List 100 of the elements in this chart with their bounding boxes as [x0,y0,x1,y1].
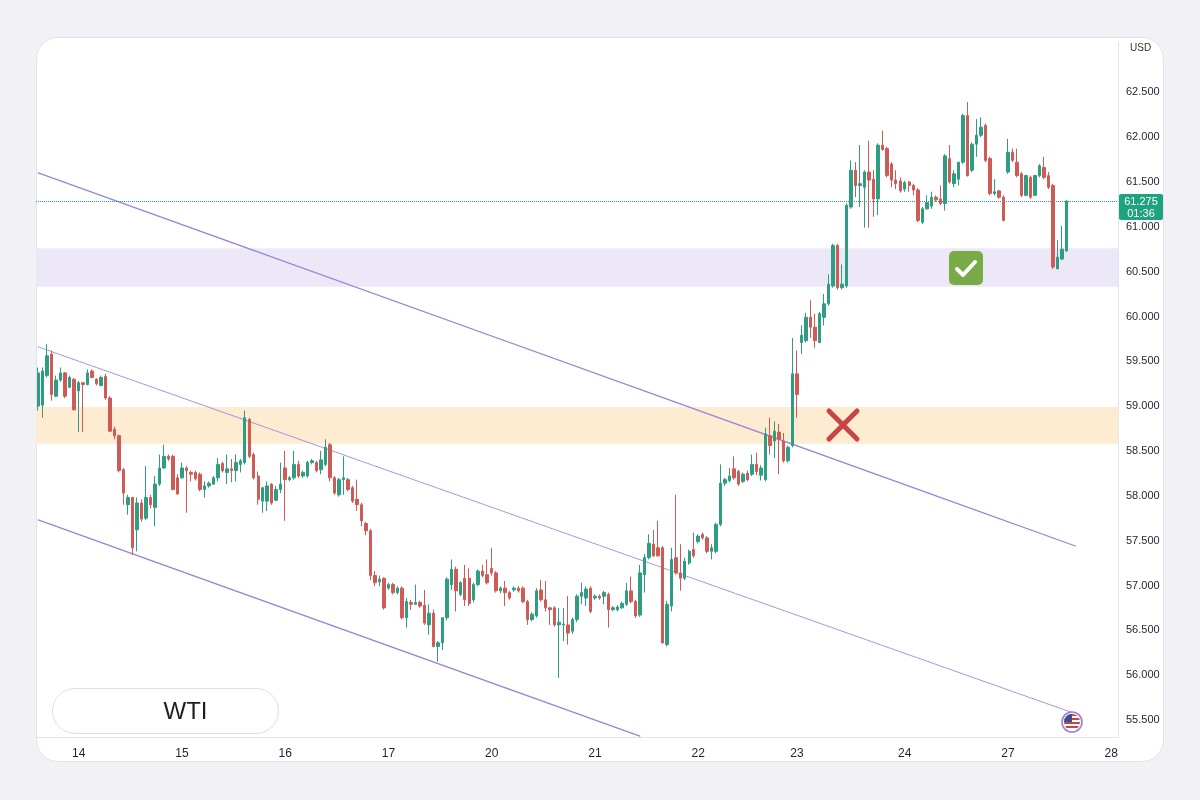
candlestick [77,380,80,433]
candlestick [557,607,561,679]
candlestick [966,101,969,178]
candlestick [230,458,233,483]
candlestick [777,423,781,475]
candlestick [95,377,98,386]
candlestick [485,558,489,586]
y-axis-title: USD [1130,42,1152,53]
candlestick [750,454,754,477]
x-tick-label: 23 [790,746,804,760]
candlestick [688,549,691,566]
candlestick [270,482,273,506]
candlestick [50,349,53,402]
candlestick [903,180,906,193]
candlestick [705,535,709,554]
candlestick [1011,148,1014,163]
y-tick-label: 59.000 [1126,399,1160,412]
candlestick [396,585,399,595]
candlestick [899,176,902,194]
candlestick [786,445,790,464]
x-tick-label: 17 [381,746,396,760]
y-tick-label: 56.000 [1126,668,1160,681]
candlestick [99,375,103,387]
y-tick-label: 60.500 [1126,264,1160,277]
candlestick [81,381,85,433]
candlestick [499,585,502,595]
candlestick [409,599,413,611]
candlestick [468,567,471,607]
candlestick [432,609,435,648]
candlestick [593,593,597,601]
candlestick [463,564,466,607]
x-tick-label: 21 [588,746,602,760]
candlestick [755,452,758,476]
candlestick [171,454,175,491]
candlestick [185,465,188,514]
candlestick [741,471,745,484]
candlestick [854,161,857,198]
candlestick [611,605,615,612]
x-tick-label: 24 [898,746,912,760]
y-tick-label: 58.000 [1126,488,1160,501]
candlestick [378,575,381,587]
candlestick [400,585,404,621]
candlestick [459,580,462,597]
x-tick-label: 15 [175,746,189,760]
candlestick [836,243,839,291]
x-tick-label: 22 [691,746,706,760]
candlestick [692,532,695,559]
candlestick [405,597,408,629]
candlestick [135,497,139,552]
x-tick-label: 27 [1001,746,1015,760]
candlestick [1024,174,1028,197]
ref-line-label: 61.275 [1123,195,1159,208]
candlestick [602,590,606,605]
candlestick [126,494,130,516]
candlestick [387,582,390,591]
candlestick [216,457,220,482]
candlestick [265,480,269,512]
candlestick [292,450,296,481]
candlestick [876,142,880,216]
candlestick [414,584,417,606]
candlestick [86,368,89,386]
candlestick [144,465,148,521]
candlestick [283,450,287,522]
y-tick-label: 55.500 [1126,713,1160,726]
candlestick [795,349,799,419]
candlestick [503,580,507,607]
x-tick-label: 20 [485,746,499,760]
candlestick [427,603,431,636]
candlestick [90,368,94,379]
candlestick [68,375,71,389]
candlestick [746,470,749,482]
candlestick [382,576,386,611]
y-tick-label: 61.500 [1126,175,1160,187]
candlestick [867,140,871,229]
candlestick [234,454,238,482]
candlestick [297,460,300,479]
y-tick-label: 60.000 [1126,309,1160,322]
y-tick-label: 61.000 [1126,219,1160,232]
y-tick-label: 62.000 [1126,130,1160,143]
candlestick [993,178,996,196]
candlestick [566,595,570,646]
candlestick [140,498,143,523]
text: WTI [162,696,209,726]
candlestick [257,471,260,506]
candlestick [131,496,134,556]
candlestick [63,371,67,399]
candlestick [225,454,229,485]
candlestick [589,585,592,614]
y-tick-label: 56.500 [1126,623,1160,636]
candlestick [948,144,951,185]
y-tick-label: 59.500 [1126,354,1160,367]
candlestick [149,494,152,509]
y-tick-label: 58.500 [1126,444,1160,457]
candlestick [773,420,776,459]
candlestick [791,337,794,448]
candlestick [598,593,601,601]
candlestick [943,153,947,212]
candlestick [221,461,224,473]
text: 01:36 [1126,207,1156,220]
candlestick [584,585,588,607]
